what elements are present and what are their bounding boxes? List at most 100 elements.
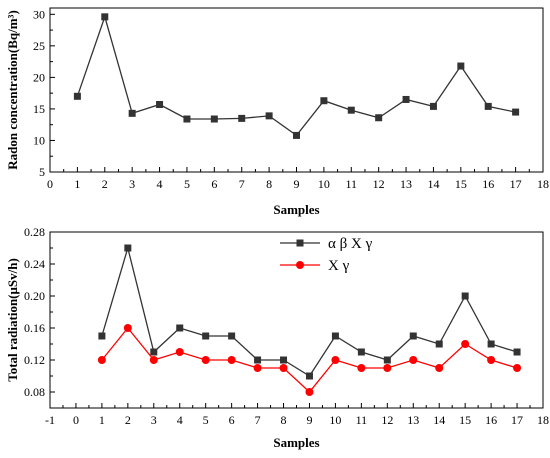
data-point [254, 356, 262, 364]
data-point [305, 372, 313, 380]
x-tick-label: 8 [281, 413, 287, 427]
data-point [305, 388, 314, 396]
y-tick-label: 20 [33, 70, 45, 84]
y-axis-title: Radon concentration(Bq/m³) [5, 10, 20, 170]
data-point [512, 108, 520, 116]
plot-frame [49, 7, 544, 173]
data-point [201, 356, 210, 364]
x-tick-label: 6 [211, 177, 217, 191]
data-point [409, 356, 418, 364]
x-tick-label: 0 [47, 177, 53, 191]
data-point [227, 356, 236, 364]
data-point [176, 324, 184, 332]
x-tick-label: 2 [125, 413, 131, 427]
data-point [320, 97, 328, 105]
data-point [265, 112, 273, 120]
x-tick-label: 16 [485, 413, 497, 427]
x-tick-label: 14 [427, 177, 439, 191]
y-tick-label: 0.08 [24, 385, 45, 399]
data-point [484, 102, 492, 110]
x-tick-label: 7 [239, 177, 245, 191]
x-tick-label: 4 [157, 177, 163, 191]
data-point [513, 348, 521, 356]
y-tick-label: 30 [33, 7, 45, 21]
x-tick-label: 13 [400, 177, 412, 191]
data-point [383, 356, 391, 364]
data-point [149, 356, 158, 364]
data-point [128, 109, 136, 117]
data-point [435, 340, 443, 348]
legend-marker [296, 239, 304, 247]
data-point [124, 244, 132, 252]
x-tick-label: 18 [537, 413, 549, 427]
data-point [409, 332, 417, 340]
data-point [280, 356, 288, 364]
x-tick-label: 9 [306, 413, 312, 427]
x-tick-label: 16 [482, 177, 494, 191]
y-axis-title: Total radiation(μSv/h) [5, 258, 20, 382]
data-point [202, 332, 210, 340]
data-point [461, 292, 469, 300]
data-point [228, 332, 236, 340]
y-tick-label: 25 [33, 39, 45, 53]
data-point [293, 131, 300, 139]
x-tick-label: 9 [294, 177, 300, 191]
data-point [175, 348, 184, 356]
legend-marker [296, 261, 304, 269]
data-point [331, 332, 339, 340]
x-tick-label: 17 [511, 413, 523, 427]
y-tick-label: 0.24 [24, 257, 45, 271]
data-point [183, 115, 191, 123]
x-tick-label: 18 [537, 177, 549, 191]
data-point [383, 364, 392, 372]
x-tick-label: 7 [255, 413, 261, 427]
x-tick-label: 3 [151, 413, 157, 427]
x-tick-label: 10 [318, 177, 330, 191]
y-tick-label: 0.28 [24, 225, 45, 239]
data-point [435, 364, 444, 372]
data-point [97, 356, 106, 364]
legend-label: X γ [328, 258, 350, 274]
x-tick-label: 1 [99, 413, 105, 427]
x-tick-label: 2 [102, 177, 108, 191]
x-tick-label: 12 [381, 413, 393, 427]
y-tick-label: 0.20 [24, 289, 45, 303]
data-point [347, 106, 355, 114]
radon-chart: 0 1 2 3 4 5 6 7 8 9 10 11 12 13 14 15 16 17 1851015202530S… [5, 7, 549, 217]
data-point [253, 364, 262, 372]
x-tick-label: 11 [345, 177, 357, 191]
data-point [357, 364, 366, 372]
x-tick-label: 12 [373, 177, 385, 191]
radiation-chart: -1 0 1 2 3 4 5 6 7 8 9 10 11 12 13 14 15 16 17 180.080.120.… [5, 225, 549, 450]
x-tick-label: 17 [510, 177, 522, 191]
data-point [73, 92, 81, 100]
series-line [101, 326, 518, 393]
x-tick-label: 15 [459, 413, 471, 427]
data-point [513, 364, 522, 372]
data-point [357, 348, 365, 356]
data-point [150, 348, 158, 356]
data-point [210, 115, 218, 123]
data-point [101, 13, 109, 21]
x-tick-label: 6 [229, 413, 235, 427]
y-tick-label: 0.12 [24, 353, 45, 367]
x-tick-label: 11 [356, 413, 368, 427]
data-point [487, 340, 495, 348]
x-tick-label: 4 [177, 413, 183, 427]
data-point [487, 356, 496, 364]
x-axis-title: Samples [273, 202, 319, 217]
y-tick-label: 10 [33, 133, 45, 147]
legend-label: α β X γ [328, 236, 373, 252]
data-point [461, 340, 470, 348]
x-tick-label: 5 [184, 177, 190, 191]
plot-frame [49, 231, 544, 409]
data-point [279, 364, 288, 372]
data-point [123, 324, 132, 332]
data-point [331, 356, 340, 364]
x-tick-label: -1 [45, 413, 55, 427]
data-point [429, 102, 437, 110]
x-tick-label: 3 [129, 177, 135, 191]
x-tick-label: 14 [433, 413, 445, 427]
x-tick-label: 0 [73, 413, 79, 427]
